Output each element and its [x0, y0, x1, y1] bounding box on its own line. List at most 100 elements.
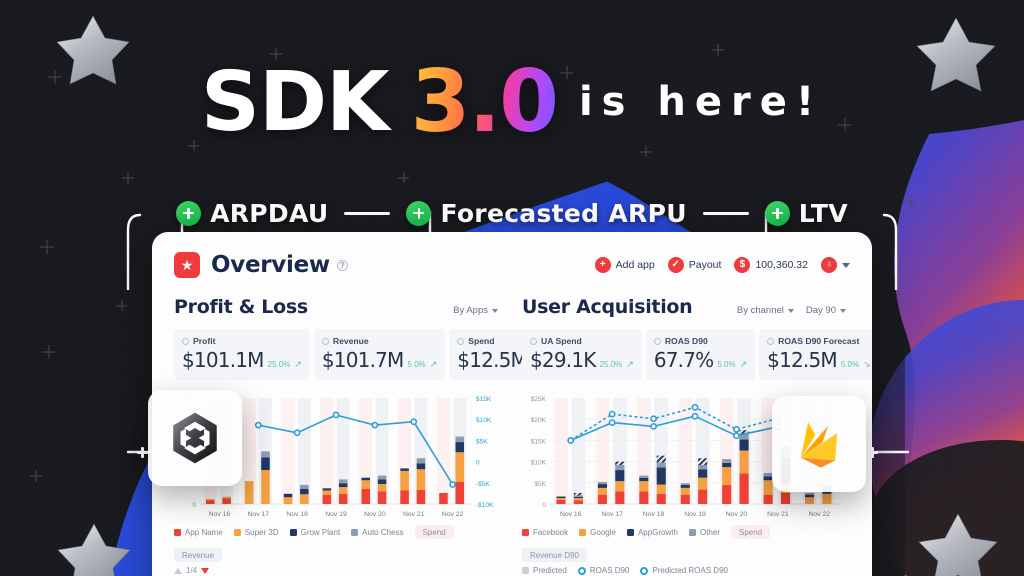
by-channel-dropdown[interactable]: By channel [737, 305, 794, 316]
svg-text:Nov 16: Nov 16 [209, 511, 231, 518]
legend-label: Predicted [533, 566, 567, 575]
svg-text:$15K: $15K [476, 396, 492, 403]
panel-controls: By channel Day 90 [737, 305, 846, 316]
legend-item[interactable]: Grow Plant [289, 527, 341, 537]
feature-arpdau[interactable]: ARPDAU [176, 199, 328, 228]
legend-swatch-icon [522, 567, 529, 574]
arrow-up-icon[interactable] [174, 567, 182, 574]
legend-item[interactable]: Google [579, 528, 616, 537]
svg-text:Nov 19: Nov 19 [325, 511, 347, 518]
legend-item[interactable]: ROAS D90 [577, 566, 630, 575]
dashboard-header: ★ Overview ? + Add app ✓ Payout $ 100,36… [174, 250, 850, 280]
kpi-value: 67.7% [653, 348, 714, 372]
kpi-value: $101.1M [182, 348, 264, 372]
legend-label: Auto Chess [362, 527, 404, 537]
by-apps-dropdown[interactable]: By Apps [453, 305, 498, 316]
legend-swatch-icon [351, 528, 359, 536]
kpi-value: $12.5M [767, 348, 838, 372]
legend-label: App Name [185, 527, 223, 537]
chevron-down-icon [492, 308, 498, 313]
svg-text:$25K: $25K [531, 396, 547, 403]
day-range-dropdown[interactable]: Day 90 [806, 305, 846, 316]
legend-item[interactable]: App Name [174, 528, 223, 537]
unity-sdk-card[interactable] [148, 390, 242, 486]
panel-header: User Acquisition By channel Day 90 [522, 296, 846, 318]
feature-forecasted-arpu[interactable]: Forecasted ARPU [406, 199, 686, 228]
chip-revenue-d90[interactable]: Revenue D90 [522, 548, 587, 562]
kpi-roas-d90-forecast[interactable]: ROAS D90 Forecast $12.5M 5.0% ↘ [759, 329, 872, 380]
arrow-down-icon[interactable] [201, 567, 210, 574]
check-circle-icon: ✓ [667, 257, 684, 273]
legend-item[interactable]: Super 3D [233, 528, 279, 537]
dashboard-card: ★ Overview ? + Add app ✓ Payout $ 100,36… [152, 232, 872, 576]
hero-tail-text: is here! [578, 79, 824, 125]
svg-text:-$10K: -$10K [476, 502, 494, 509]
header-actions: + Add app ✓ Payout $ 100,360.32 ♁ [594, 257, 850, 273]
chip-spend[interactable]: Spend [414, 525, 454, 539]
kpi-label: ROAS D90 Forecast [778, 336, 860, 346]
legend-item[interactable]: Other [688, 528, 720, 537]
plus-badge-icon[interactable] [764, 200, 790, 226]
chip-revenue[interactable]: Revenue [174, 548, 223, 562]
legend-label: Predicted ROAS D90 [652, 566, 728, 575]
day-range-label: Day 90 [805, 305, 836, 316]
kpi-row: Profit $101.1M 25.0% ↗ Revenue [174, 329, 569, 380]
payout-button[interactable]: ✓ Payout [667, 257, 721, 273]
svg-text:$10K: $10K [476, 417, 492, 424]
legend-label: Google [590, 527, 616, 537]
chevron-down-icon[interactable] [842, 262, 850, 268]
legend-item[interactable]: AppGrowth [626, 528, 678, 537]
kpi-bullet-icon [457, 337, 465, 345]
unity-logo [173, 412, 217, 464]
firebase-sdk-card[interactable] [772, 396, 866, 492]
pager-count: 1/4 [186, 566, 198, 575]
balance-indicator[interactable]: $ 100,360.32 [734, 257, 808, 273]
question-mark-icon[interactable]: ? [336, 259, 348, 271]
decor-star-group [56, 15, 998, 576]
account-menu[interactable]: ♁ [821, 257, 850, 273]
kpi-revenue[interactable]: Revenue $101.7M 5.0% ↗ [313, 329, 446, 380]
legend-swatch-icon [522, 528, 529, 536]
brand-logo-tile: ★ [174, 252, 200, 278]
legend-label: Grow Plant [300, 527, 341, 537]
legend-label: ROAS D90 [589, 566, 630, 575]
legend-pager[interactable]: 1/4 [174, 566, 210, 575]
plus-badge-icon[interactable] [176, 200, 202, 226]
svg-text:Nov 16: Nov 16 [560, 511, 582, 518]
avatar-icon: ♁ [821, 257, 837, 273]
kpi-value: $12.5M [457, 348, 528, 372]
dollar-circle-icon: $ [734, 257, 751, 273]
panel-controls: By Apps [453, 305, 498, 316]
dashboard-panels: Profit & Loss By Apps Profit [174, 296, 872, 575]
legend-swatch-icon [579, 528, 587, 536]
kpi-roas-d90[interactable]: ROAS D90 67.7% 5.0% ↗ [645, 329, 756, 380]
kpi-profit[interactable]: Profit $101.1M 25.0% ↗ [174, 329, 310, 380]
pager-row: 1/4 [174, 566, 498, 575]
kpi-bullet-icon [321, 337, 329, 345]
kpi-label: Profit [193, 336, 216, 346]
feature-ltv[interactable]: LTV [764, 199, 848, 228]
feature-label-row: ARPDAU Forecasted ARPU LTV [0, 196, 1024, 230]
add-app-button[interactable]: + Add app [594, 257, 655, 273]
legend-ring-icon [577, 566, 586, 575]
trend-up-icon: ↗ [294, 359, 302, 369]
kpi-bullet-icon [182, 337, 189, 345]
legend-item[interactable]: Auto Chess [351, 527, 404, 537]
svg-text:$5K: $5K [476, 438, 488, 445]
kpi-label: Revenue [332, 336, 369, 346]
panel-title: Profit & Loss [174, 296, 308, 318]
chip-spend[interactable]: Spend [730, 525, 771, 539]
kpi-delta: 5.0% [407, 360, 426, 369]
star-icon: ★ [180, 257, 194, 273]
svg-text:Nov 20: Nov 20 [364, 511, 386, 518]
kpi-bullet-icon [767, 337, 775, 345]
page-title: Overview [211, 252, 330, 278]
legend-item[interactable]: Predicted ROAS D90 [640, 566, 728, 575]
trend-up-icon: ↗ [626, 359, 634, 369]
legend-user-acquisition-row2: Predicted ROAS D90 Predicted ROAS D90 [522, 566, 846, 575]
kpi-ua-spend[interactable]: UA Spend $29.1K 25.0% ↗ [522, 329, 642, 380]
trend-up-icon: ↗ [739, 359, 748, 369]
legend-item[interactable]: Facebook [522, 528, 568, 537]
legend-item[interactable]: Predicted [522, 566, 567, 575]
plus-badge-icon[interactable] [406, 200, 432, 226]
